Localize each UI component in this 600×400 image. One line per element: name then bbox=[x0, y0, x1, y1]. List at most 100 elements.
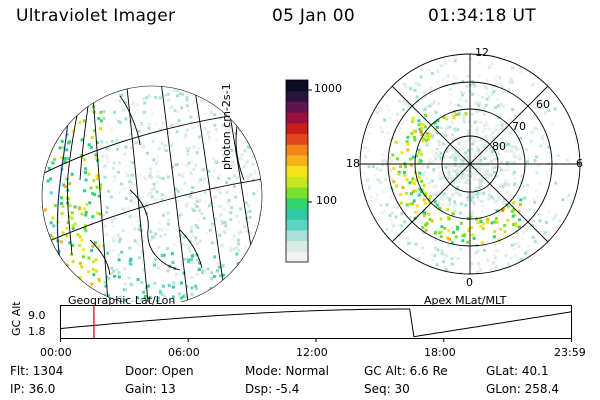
polar-pixel bbox=[515, 119, 519, 123]
polar-pixel bbox=[391, 137, 395, 141]
polar-pixel bbox=[453, 178, 457, 182]
geo-pixel bbox=[140, 280, 144, 284]
geo-pixel bbox=[107, 277, 111, 281]
geo-pixel bbox=[192, 145, 196, 149]
polar-pixel bbox=[564, 196, 568, 200]
polar-pixel bbox=[554, 226, 558, 230]
polar-pixel bbox=[498, 183, 502, 187]
geo-pixel bbox=[229, 163, 233, 167]
polar-pixel bbox=[548, 233, 552, 237]
geo-pixel bbox=[167, 284, 171, 288]
geo-pixel bbox=[219, 274, 223, 278]
polar-pixel bbox=[483, 127, 487, 131]
polar-pixel bbox=[414, 242, 418, 246]
polar-pixel bbox=[438, 231, 442, 235]
polar-pixel bbox=[421, 188, 425, 192]
info-gc-alt: GC Alt: 6.6 Re bbox=[364, 364, 448, 378]
polar-pixel bbox=[565, 212, 569, 216]
polar-pixel bbox=[384, 159, 388, 163]
geo-pixel bbox=[82, 255, 86, 259]
polar-pixel bbox=[506, 218, 510, 222]
polar-pixel bbox=[445, 181, 449, 185]
geo-pixel bbox=[163, 233, 167, 237]
polar-pixel bbox=[375, 111, 379, 115]
geo-pixel bbox=[129, 133, 133, 137]
geo-pixel bbox=[90, 135, 94, 139]
polar-pixel bbox=[488, 186, 492, 190]
polar-pixel bbox=[431, 149, 435, 153]
geo-pixel bbox=[149, 230, 153, 234]
geo-pixel bbox=[206, 267, 210, 271]
polar-pixel bbox=[547, 109, 551, 113]
geo-pixel bbox=[97, 194, 101, 198]
geo-pixel bbox=[260, 194, 262, 198]
geo-pixel bbox=[117, 240, 121, 244]
polar-pixel bbox=[466, 240, 470, 244]
polar-pixel bbox=[512, 208, 516, 212]
polar-pixel bbox=[490, 86, 494, 90]
geo-pixel bbox=[111, 167, 115, 171]
polar-pixel bbox=[368, 132, 372, 136]
polar-pixel bbox=[417, 123, 421, 127]
polar-pixel bbox=[506, 143, 510, 147]
geo-pixel bbox=[107, 293, 111, 297]
geo-pixel bbox=[229, 245, 233, 249]
info-door: Door: Open bbox=[125, 364, 194, 378]
polar-pixel bbox=[432, 170, 436, 174]
polar-pixel bbox=[459, 156, 463, 160]
polar-pixel bbox=[552, 217, 556, 221]
polar-pixel bbox=[472, 192, 476, 196]
polar-pixel bbox=[511, 66, 515, 70]
polar-pixel bbox=[537, 164, 541, 168]
polar-pixel bbox=[490, 186, 494, 190]
geo-pixel bbox=[80, 212, 84, 216]
polar-pixel bbox=[553, 107, 557, 111]
polar-pixel bbox=[524, 218, 528, 222]
polar-pixel bbox=[446, 74, 450, 78]
polar-pixel bbox=[470, 181, 474, 185]
polar-pixel bbox=[510, 149, 514, 153]
geo-pixel bbox=[171, 148, 175, 152]
polar-pixel bbox=[461, 212, 465, 216]
polar-pixel bbox=[449, 119, 453, 123]
geo-pixel bbox=[182, 294, 186, 298]
geo-pixel bbox=[176, 239, 180, 243]
polar-pixel bbox=[481, 142, 485, 146]
polar-pixel bbox=[418, 83, 422, 87]
polar-pixel bbox=[477, 264, 481, 268]
geo-pixel bbox=[147, 126, 151, 130]
geo-pixel bbox=[177, 292, 181, 296]
polar-pixel bbox=[409, 163, 413, 167]
polar-pixel bbox=[424, 191, 428, 195]
polar-pixel bbox=[511, 80, 515, 84]
polar-pixel bbox=[389, 218, 393, 222]
polar-pixel bbox=[459, 272, 463, 274]
geo-pixel bbox=[218, 191, 222, 195]
geo-pixel bbox=[113, 274, 117, 278]
geo-pixel bbox=[108, 249, 112, 253]
geo-pixel bbox=[230, 238, 234, 242]
polar-pixel bbox=[440, 192, 444, 196]
polar-pixel bbox=[421, 163, 425, 167]
polar-pixel bbox=[534, 155, 538, 159]
geo-pixel bbox=[68, 204, 72, 208]
geo-pixel bbox=[87, 256, 91, 260]
polar-pixel bbox=[497, 195, 501, 199]
geo-pixel bbox=[65, 263, 69, 267]
polar-pixel bbox=[466, 198, 470, 202]
geo-pixel bbox=[105, 154, 109, 158]
polar-pixel bbox=[413, 138, 417, 142]
geo-pixel bbox=[68, 140, 72, 144]
polar-pixel bbox=[490, 195, 494, 199]
polar-pixel bbox=[514, 254, 518, 258]
polar-pixel bbox=[507, 183, 511, 187]
polar-pixel bbox=[412, 256, 416, 260]
polar-pixel bbox=[437, 154, 441, 158]
polar-pixel bbox=[437, 102, 441, 106]
geo-pixel bbox=[161, 193, 165, 197]
geo-pixel bbox=[84, 178, 88, 182]
polar-pixel bbox=[374, 198, 378, 202]
geo-pixel bbox=[103, 164, 107, 168]
geo-pixel bbox=[87, 143, 91, 147]
geo-pixel bbox=[196, 124, 200, 128]
